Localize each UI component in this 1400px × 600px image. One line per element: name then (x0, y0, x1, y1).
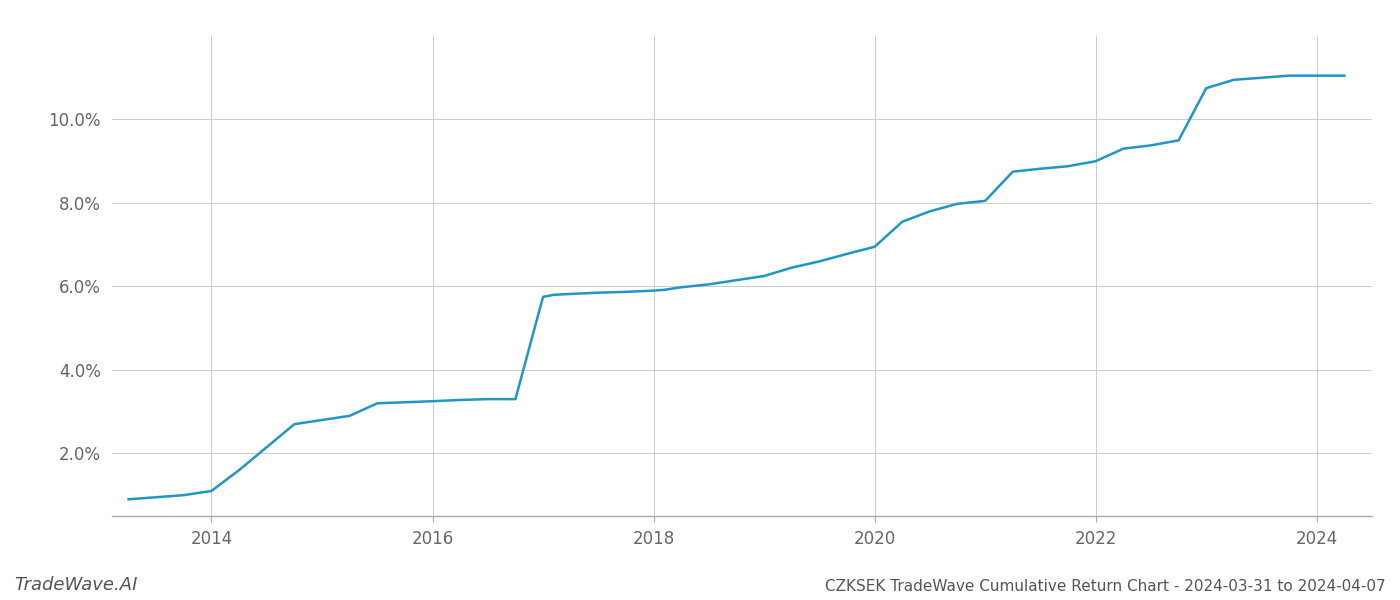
Text: CZKSEK TradeWave Cumulative Return Chart - 2024-03-31 to 2024-04-07: CZKSEK TradeWave Cumulative Return Chart… (826, 579, 1386, 594)
Text: TradeWave.AI: TradeWave.AI (14, 576, 137, 594)
